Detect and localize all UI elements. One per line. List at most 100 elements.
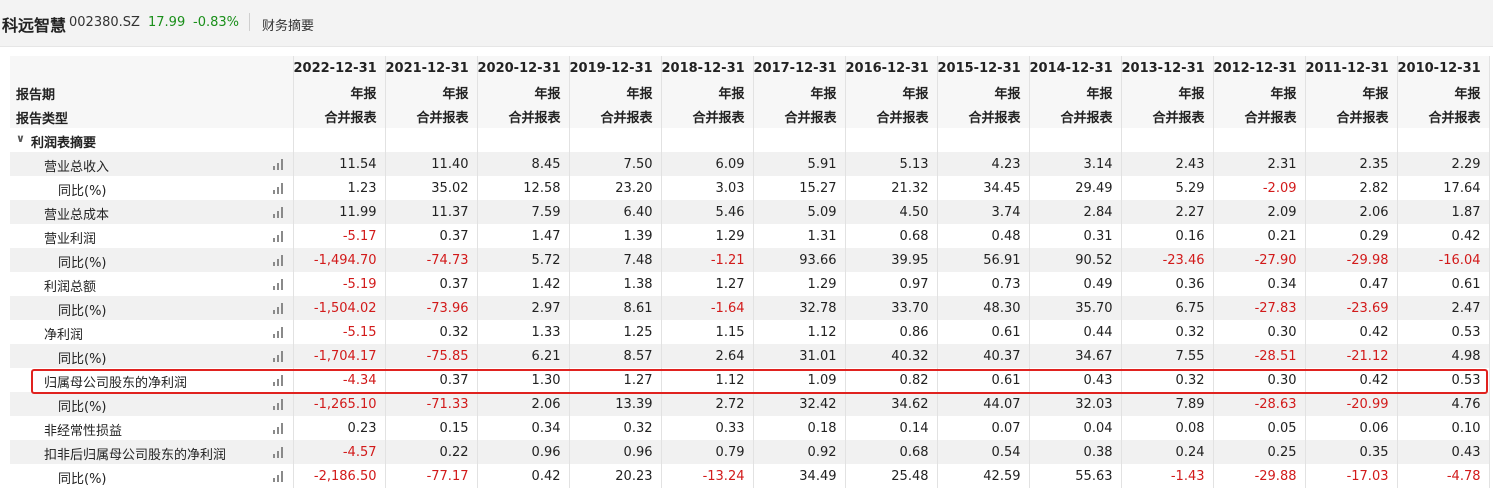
value-cell: 1.27 — [569, 368, 662, 392]
value-cell: 39.95 — [845, 248, 938, 272]
period-header: 2017-12-31 — [753, 56, 846, 80]
value-cell: 7.89 — [1121, 392, 1214, 416]
value-cell: 35.02 — [385, 176, 478, 200]
report-sub-cell: 合并报表 — [1121, 104, 1214, 128]
stock-code: 002380.SZ — [69, 15, 140, 30]
value-cell: 0.21 — [1213, 224, 1306, 248]
value-cell: -27.83 — [1213, 296, 1306, 320]
table-row[interactable]: 扣非后归属母公司股东的净利润 -4.57 0.22 0.96 0.96 0.79 0.92 0… — [10, 440, 1490, 464]
value-cell: -71.33 — [385, 392, 478, 416]
value-cell: 0.29 — [1305, 224, 1398, 248]
period-label: 报告期 — [16, 88, 56, 103]
value-cell: 2.06 — [477, 392, 570, 416]
row-label-text: 营业利润 — [44, 232, 97, 247]
report-type-cell: 年报 — [845, 80, 938, 104]
row-label-text: 利润总额 — [44, 280, 97, 295]
value-cell: 1.47 — [477, 224, 570, 248]
bar-chart-icon[interactable] — [272, 231, 287, 242]
bar-chart-icon[interactable] — [272, 255, 287, 266]
table-row[interactable]: 营业利润 -5.17 0.37 1.47 1.39 1.29 1.31 0.68 0.48 0.3… — [10, 224, 1490, 248]
table-row[interactable]: 净利润 -5.15 0.32 1.33 1.25 1.15 1.12 0.86 0.61 0.44… — [10, 320, 1490, 344]
bar-chart-icon[interactable] — [272, 279, 287, 290]
table-row[interactable]: 营业总收入 11.54 11.40 8.45 7.50 6.09 5.91 5.13 4.23 3… — [10, 152, 1490, 176]
value-cell: 0.97 — [845, 272, 938, 296]
bar-chart-icon[interactable] — [272, 447, 287, 458]
value-cell: 20.23 — [569, 464, 662, 488]
stock-price: 17.99 — [148, 15, 186, 30]
period-header: 2018-12-31 — [661, 56, 754, 80]
table-row[interactable]: 非经常性损益 0.23 0.15 0.34 0.32 0.33 0.18 0.14 0.07 0.… — [10, 416, 1490, 440]
bar-chart-icon[interactable] — [272, 423, 287, 434]
bar-chart-icon[interactable] — [272, 375, 287, 386]
row-label: 营业总收入 — [10, 152, 294, 176]
table-row[interactable]: 同比(%) -2,186.50 -77.17 0.42 20.23 -13.24 34.49… — [10, 464, 1490, 488]
value-cell: 1.38 — [569, 272, 662, 296]
value-cell: 1.87 — [1397, 200, 1490, 224]
row-label-text: 非经常性损益 — [44, 424, 123, 439]
row-label-report-type: 报告类型 — [10, 104, 294, 128]
table-row[interactable]: 同比(%) 1.23 35.02 12.58 23.20 3.03 15.27 21.32 34… — [10, 176, 1490, 200]
bar-chart-icon[interactable] — [272, 471, 287, 482]
value-cell: 11.40 — [385, 152, 478, 176]
value-cell: 0.53 — [1397, 368, 1490, 392]
value-cell: 5.29 — [1121, 176, 1214, 200]
section-label: ∨ 利润表摘要 — [10, 128, 294, 152]
value-cell: 2.09 — [1213, 200, 1306, 224]
value-cell: 0.44 — [1029, 320, 1122, 344]
value-cell: 0.61 — [937, 320, 1030, 344]
value-cell: 7.55 — [1121, 344, 1214, 368]
bar-chart-icon[interactable] — [272, 327, 287, 338]
value-cell: 12.58 — [477, 176, 570, 200]
value-cell: 29.49 — [1029, 176, 1122, 200]
period-header: 2011-12-31 — [1305, 56, 1398, 80]
report-type-cell: 年报 — [1121, 80, 1214, 104]
table-row[interactable]: 同比(%) -1,504.02 -73.96 2.97 8.61 -1.64 32.78 33… — [10, 296, 1490, 320]
value-cell: 5.13 — [845, 152, 938, 176]
value-cell: 2.64 — [661, 344, 754, 368]
row-label: 非经常性损益 — [10, 416, 294, 440]
value-cell: 48.30 — [937, 296, 1030, 320]
value-cell: 0.37 — [385, 224, 478, 248]
value-cell: -5.17 — [293, 224, 386, 248]
bar-chart-icon[interactable] — [272, 207, 287, 218]
row-label: 同比(%) — [10, 176, 294, 200]
table-row[interactable]: 营业总成本 11.99 11.37 7.59 6.40 5.46 5.09 4.50 3.74 2… — [10, 200, 1490, 224]
company-name: 科远智慧 — [2, 16, 67, 35]
section-row[interactable]: ∨ 利润表摘要 — [10, 128, 1490, 152]
value-cell: 8.61 — [569, 296, 662, 320]
value-cell: 1.39 — [569, 224, 662, 248]
value-cell: -16.04 — [1397, 248, 1490, 272]
value-cell: 42.59 — [937, 464, 1030, 488]
value-cell: 35.70 — [1029, 296, 1122, 320]
bar-chart-icon[interactable] — [272, 159, 287, 170]
table-row[interactable]: 归属母公司股东的净利润 -4.34 0.37 1.30 1.27 1.12 1.09 0.82… — [10, 368, 1490, 392]
period-header: 2021-12-31 — [385, 56, 478, 80]
value-cell: 0.43 — [1397, 440, 1490, 464]
value-cell: -1.21 — [661, 248, 754, 272]
table-row[interactable]: 同比(%) -1,494.70 -74.73 5.72 7.48 -1.21 93.66 39… — [10, 248, 1490, 272]
chevron-down-icon[interactable]: ∨ — [16, 132, 25, 145]
bar-chart-icon[interactable] — [272, 351, 287, 362]
report-sub-cell: 合并报表 — [385, 104, 478, 128]
financial-summary-table: 2022-12-31 2021-12-31 2020-12-31 2019-12-31… — [10, 56, 1490, 488]
row-label: 同比(%) — [10, 248, 294, 272]
value-cell: 2.72 — [661, 392, 754, 416]
value-cell: 0.43 — [1029, 368, 1122, 392]
row-label: 同比(%) — [10, 296, 294, 320]
report-sub-cell: 合并报表 — [1305, 104, 1398, 128]
section-title: 利润表摘要 — [31, 136, 97, 151]
table-row[interactable]: 同比(%) -1,704.17 -75.85 6.21 8.57 2.64 31.01 40.… — [10, 344, 1490, 368]
section-empty-cell — [1397, 128, 1490, 152]
value-cell: -1.64 — [661, 296, 754, 320]
bar-chart-icon[interactable] — [272, 399, 287, 410]
value-cell: -28.63 — [1213, 392, 1306, 416]
bar-chart-icon[interactable] — [272, 303, 287, 314]
table-row[interactable]: 利润总额 -5.19 0.37 1.42 1.38 1.27 1.29 0.97 0.73 0.4… — [10, 272, 1490, 296]
period-header: 2022-12-31 — [293, 56, 386, 80]
table-row[interactable]: 同比(%) -1,265.10 -71.33 2.06 13.39 2.72 32.42 34… — [10, 392, 1490, 416]
value-cell: 0.42 — [1397, 224, 1490, 248]
row-label-text: 同比(%) — [58, 400, 107, 415]
bar-chart-icon[interactable] — [272, 183, 287, 194]
section-empty-cell — [477, 128, 570, 152]
tab-financial-summary[interactable]: 财务摘要 — [262, 19, 315, 34]
